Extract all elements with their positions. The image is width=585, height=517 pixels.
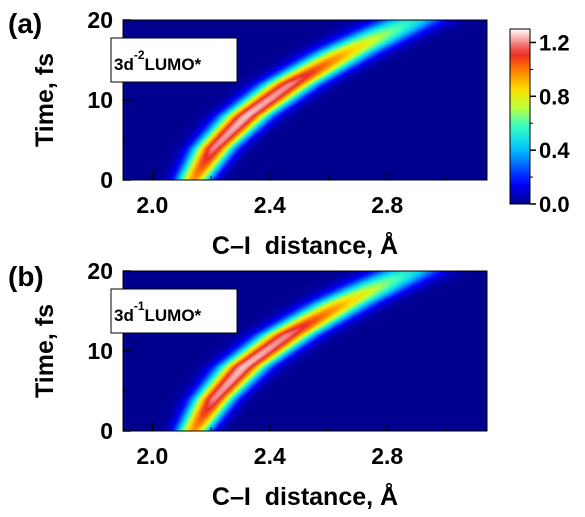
x-tick-label: 2.8 bbox=[371, 443, 403, 469]
annotation-box bbox=[110, 288, 238, 334]
y-tick-label: 10 bbox=[87, 87, 113, 113]
colorbar-gradient bbox=[509, 28, 531, 205]
annotation-base: 3d bbox=[114, 55, 134, 74]
y-axis-label: Time, fs bbox=[31, 304, 59, 398]
panel-b: 2.0 2.4 2.8 0 10 20 C–I distance, Å Time, fs (b)… bbox=[8, 258, 488, 511]
x-tick-label: 2.0 bbox=[136, 443, 168, 469]
annotation-text: 3d-2LUMO* bbox=[114, 48, 202, 74]
panel-label: (a) bbox=[8, 8, 42, 39]
panel-label: (b) bbox=[8, 261, 44, 292]
colorbar-tick-label: 0.8 bbox=[539, 84, 570, 109]
panel-a: 2.0 2.4 2.8 0 10 20 C–I distance, Å Time, fs (a)… bbox=[8, 7, 488, 260]
annotation-superscript: -2 bbox=[134, 48, 145, 62]
y-tick-label: 0 bbox=[100, 167, 113, 193]
x-tick-label: 2.0 bbox=[136, 192, 168, 218]
x-tick-label: 2.4 bbox=[254, 443, 286, 469]
x-axis-label: C–I distance, Å bbox=[212, 231, 398, 260]
y-axis-label: Time, fs bbox=[31, 53, 59, 147]
x-axis-label: C–I distance, Å bbox=[212, 482, 398, 511]
panels: 2.0 2.4 2.8 0 10 20 C–I distance, Å Time, fs (a)… bbox=[8, 7, 488, 511]
colorbar: 0.0 0.4 0.8 1.2 bbox=[509, 28, 570, 217]
y-tick-label: 20 bbox=[87, 7, 113, 33]
colorbar-tick-label: 0.0 bbox=[539, 192, 570, 217]
y-tick-label: 0 bbox=[100, 418, 113, 444]
annotation-suffix: LUMO* bbox=[145, 306, 202, 325]
y-tick-label: 10 bbox=[87, 338, 113, 364]
colorbar-tick-label: 1.2 bbox=[539, 30, 570, 55]
x-tick-label: 2.8 bbox=[371, 192, 403, 218]
colorbar-tick-label: 0.4 bbox=[539, 138, 570, 163]
x-tick-label: 2.4 bbox=[254, 192, 286, 218]
annotation-superscript: -1 bbox=[134, 299, 145, 313]
annotation-base: 3d bbox=[114, 306, 134, 325]
annotation-box bbox=[110, 37, 238, 83]
annotation-suffix: LUMO* bbox=[145, 55, 202, 74]
y-tick-label: 20 bbox=[87, 258, 113, 284]
annotation-text: 3d-1LUMO* bbox=[114, 299, 202, 325]
